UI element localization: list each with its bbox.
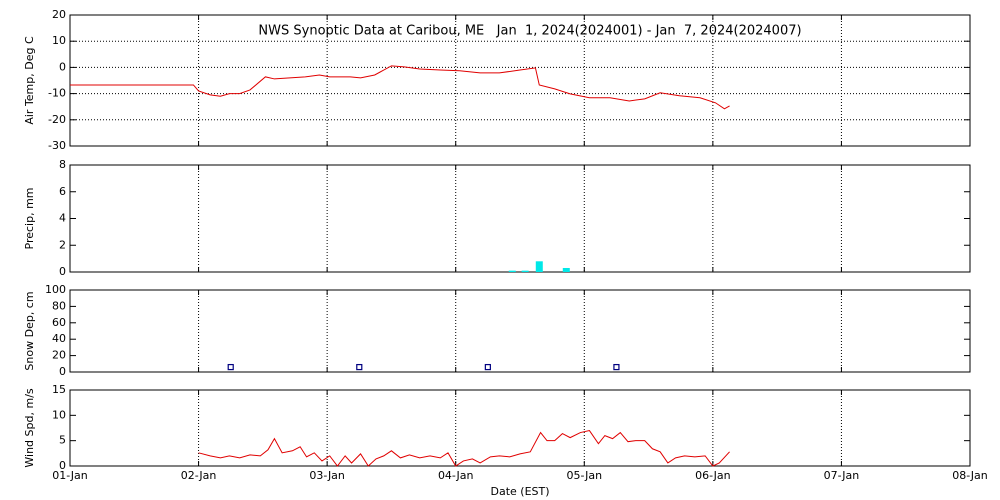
- y-tick-label: 80: [52, 299, 66, 312]
- y-axis-label: Snow Dep, cm: [23, 291, 36, 370]
- x-tick-label: 07-Jan: [824, 469, 860, 482]
- y-tick-label: 10: [52, 408, 66, 421]
- x-axis-label: Date (EST): [490, 485, 549, 498]
- y-tick-label: 8: [59, 158, 66, 171]
- y-tick-label: -10: [48, 87, 66, 100]
- x-tick-label: 05-Jan: [567, 469, 603, 482]
- y-tick-label: 10: [52, 34, 66, 47]
- x-tick-label: 02-Jan: [181, 469, 217, 482]
- chart-title: NWS Synoptic Data at Caribou, ME Jan 1, …: [258, 24, 801, 39]
- y-tick-label: 20: [52, 8, 66, 21]
- y-tick-label: 0: [59, 365, 66, 378]
- y-tick-label: 4: [59, 212, 66, 225]
- data-line: [70, 65, 730, 110]
- y-tick-label: -20: [48, 113, 66, 126]
- y-tick-label: 0: [59, 60, 66, 73]
- data-point: [227, 363, 234, 371]
- x-tick-label: 01-Jan: [52, 469, 88, 482]
- y-axis-label: Precip, mm: [23, 188, 36, 250]
- y-tick-label: 15: [52, 383, 66, 396]
- bar: [508, 270, 516, 272]
- y-axis-label: Wind Spd, m/s: [23, 388, 36, 468]
- y-tick-label: 2: [59, 238, 66, 251]
- y-tick-label: -30: [48, 139, 66, 152]
- bar: [562, 267, 570, 272]
- bar: [535, 261, 543, 272]
- y-tick-label: 100: [45, 283, 66, 296]
- x-tick-label: 04-Jan: [438, 469, 474, 482]
- y-tick-label: 0: [59, 459, 66, 472]
- x-tick-label: 06-Jan: [695, 469, 731, 482]
- data-line: [198, 429, 730, 467]
- y-tick-label: 0: [59, 265, 66, 278]
- y-tick-label: 60: [52, 316, 66, 329]
- x-tick-label: 08-Jan: [952, 469, 988, 482]
- y-tick-label: 5: [59, 434, 66, 447]
- y-axis-label: Air Temp, Deg C: [23, 36, 36, 125]
- plot-frame: [69, 14, 971, 147]
- plot-frame: [69, 289, 971, 373]
- x-tick-label: 03-Jan: [309, 469, 345, 482]
- y-tick-label: 20: [52, 349, 66, 362]
- y-tick-label: 6: [59, 185, 66, 198]
- data-point: [613, 363, 620, 371]
- data-point: [484, 363, 491, 371]
- plot-frame: [69, 389, 971, 467]
- data-point: [356, 363, 363, 371]
- y-tick-label: 40: [52, 332, 66, 345]
- bar: [521, 270, 529, 272]
